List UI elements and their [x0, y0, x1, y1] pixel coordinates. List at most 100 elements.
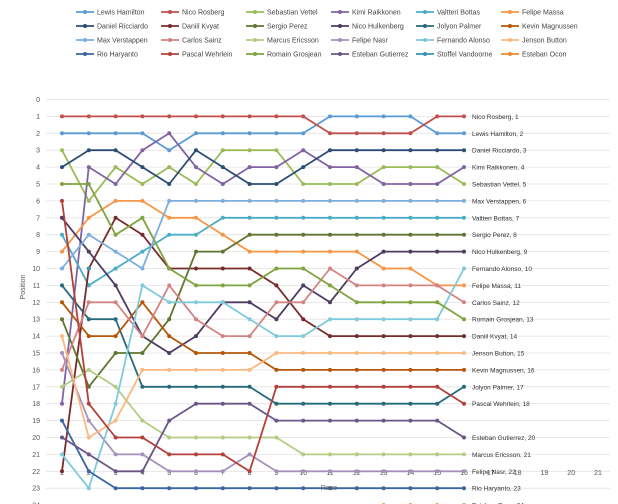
data-point: [435, 384, 440, 389]
data-point: [381, 317, 386, 322]
data-point: [462, 317, 466, 322]
data-point: [113, 232, 118, 237]
data-point: [220, 435, 225, 440]
legend-item: Fernando Alonso: [416, 38, 490, 45]
data-point: [113, 283, 118, 288]
data-point: [408, 401, 413, 406]
end-label: Esteban Ocon, 24: [472, 503, 524, 504]
data-point: [60, 300, 64, 305]
data-point: [247, 148, 252, 153]
x-tick-label: 2: [87, 470, 91, 477]
legend-marker: [253, 52, 257, 56]
data-point: [354, 148, 359, 153]
data-point: [301, 384, 306, 389]
data-point: [301, 249, 306, 254]
data-point: [220, 300, 225, 305]
legend-item: Kimi Raikkonen: [331, 10, 401, 17]
data-point: [113, 165, 118, 170]
data-point: [113, 418, 118, 423]
data-point: [140, 148, 145, 153]
data-point: [86, 367, 91, 372]
legend-label: Daniel Ricciardo: [97, 24, 148, 31]
data-point: [354, 198, 359, 203]
data-point: [274, 435, 279, 440]
data-point: [113, 384, 118, 389]
legend-marker: [168, 52, 172, 56]
data-point: [274, 401, 279, 406]
series-line: [62, 115, 464, 152]
data-point: [60, 469, 64, 474]
data-point: [194, 367, 198, 372]
legend-marker: [423, 10, 427, 14]
data-point: [113, 215, 118, 220]
end-label: Esteban Gutierrez, 20: [472, 435, 536, 442]
data-point: [408, 452, 413, 457]
legend-item: Lewis Hamilton: [76, 10, 145, 17]
data-point: [140, 131, 145, 136]
data-point: [167, 283, 172, 288]
legend-marker: [423, 38, 427, 42]
data-point: [462, 283, 466, 288]
data-point: [354, 249, 359, 254]
data-point: [86, 283, 91, 288]
data-point: [60, 367, 64, 372]
data-point: [113, 300, 118, 305]
series-max-verstappen: [60, 198, 466, 271]
data-point: [247, 266, 252, 271]
series-marcus-ericsson: [60, 367, 466, 457]
data-point: [301, 317, 306, 322]
data-point: [301, 401, 306, 406]
data-point: [381, 367, 386, 372]
data-point: [328, 401, 332, 406]
data-point: [354, 283, 359, 288]
legend-label: Jolyon Palmer: [437, 24, 482, 31]
legend-item: Daniil Kvyat: [161, 24, 219, 31]
data-point: [194, 266, 198, 271]
legend-marker: [168, 10, 172, 14]
x-tick-label: 19: [541, 470, 549, 477]
series-line: [61, 335, 464, 439]
y-tick-label: 13: [32, 317, 40, 324]
data-point: [435, 367, 440, 372]
data-point: [60, 283, 64, 288]
data-point: [247, 182, 252, 186]
data-point: [435, 131, 440, 136]
data-point: [60, 401, 64, 406]
data-point: [140, 367, 145, 372]
data-point: [220, 452, 225, 457]
data-point: [354, 182, 359, 186]
y-tick-label: 15: [32, 351, 40, 358]
data-point: [328, 384, 332, 389]
data-point: [247, 131, 252, 136]
legend-label: Carlos Sainz: [182, 38, 222, 45]
series-lewis-hamilton: [60, 114, 466, 153]
data-point: [140, 283, 145, 288]
data-point: [328, 367, 332, 372]
data-point: [462, 486, 466, 491]
data-point: [328, 418, 332, 423]
data-point: [247, 351, 252, 355]
legend-item: Jenson Button: [501, 38, 567, 45]
data-point: [113, 317, 118, 322]
data-point: [462, 266, 466, 271]
data-point: [381, 148, 386, 153]
data-point: [328, 198, 332, 203]
data-point: [462, 148, 466, 153]
legend-item: Stoffel Vandoorne: [416, 52, 493, 59]
data-point: [113, 334, 118, 339]
data-point: [462, 351, 466, 355]
data-point: [435, 165, 440, 170]
series-line: [62, 115, 464, 135]
legend-label: Rio Haryanto: [97, 52, 138, 59]
y-tick-label: 5: [36, 182, 40, 189]
data-point: [435, 401, 440, 406]
data-point: [435, 418, 440, 423]
data-point: [354, 418, 359, 423]
series-felipe-nasr: [60, 351, 466, 474]
data-point: [60, 452, 64, 457]
data-point: [301, 215, 306, 220]
data-point: [86, 401, 91, 406]
data-point: [435, 486, 440, 491]
legend-label: Esteban Ocon: [522, 52, 566, 59]
y-tick-label: 11: [33, 283, 40, 290]
